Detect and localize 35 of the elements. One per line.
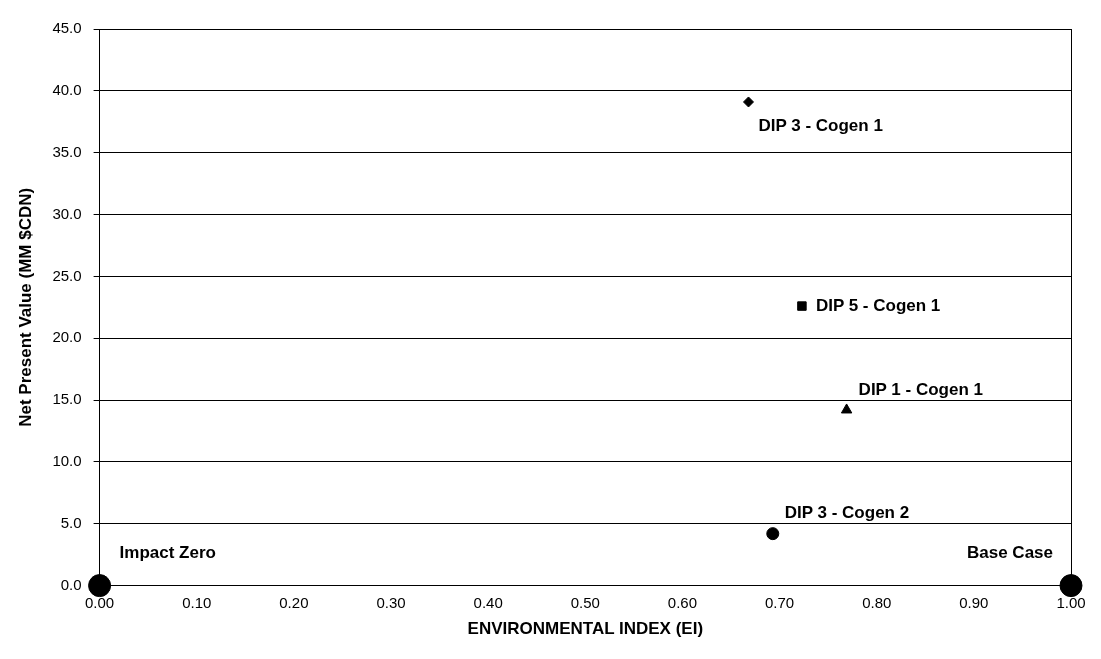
x-tick-label: 0.30 (376, 593, 406, 611)
x-tick-label: 1.00 (1056, 593, 1086, 611)
y-tick-label: 30.0 (52, 204, 82, 222)
series-label: DIP 1 - Cogen 1 (858, 379, 983, 399)
y-tick-label: 0.0 (60, 575, 82, 593)
x-tick-label: 0.50 (570, 593, 600, 611)
y-tick-label: 45.0 (52, 19, 82, 37)
y-tick-label: 40.0 (52, 80, 82, 98)
point (797, 301, 807, 311)
series-label: DIP 5 - Cogen 1 (815, 295, 941, 315)
y-axis-title: Net Present Value (MM $CDN) (15, 187, 35, 427)
point (1059, 574, 1083, 598)
y-tick-label: 10.0 (52, 452, 82, 470)
point (840, 403, 853, 414)
y-tick-label: 25.0 (52, 266, 82, 284)
series-label: DIP 3 - Cogen 2 (784, 503, 910, 523)
y-tick-label: 35.0 (52, 142, 82, 160)
y-tick-label: 5.0 (60, 513, 82, 531)
y-tick-label: 15.0 (52, 390, 82, 408)
x-tick-label: 0.00 (84, 593, 115, 611)
point (88, 574, 112, 598)
x-tick-label: 0.10 (182, 593, 212, 611)
x-tick-label: 0.40 (473, 593, 503, 611)
y-tick-label: 20.0 (52, 328, 82, 346)
x-tick-label: 0.70 (764, 593, 795, 611)
series-label: Base Case (966, 543, 1053, 563)
x-tick-label: 0.90 (959, 593, 989, 611)
x-tick-label: 0.80 (862, 593, 892, 611)
point (766, 527, 780, 541)
x-tick-label: 0.60 (667, 593, 698, 611)
point (742, 96, 754, 108)
x-tick-label: 0.20 (279, 593, 309, 611)
series-label: Impact Zero (119, 543, 216, 563)
series-label: DIP 3 - Cogen 1 (758, 115, 883, 135)
x-axis-title: ENVIRONMENTAL INDEX (EI) (467, 619, 704, 639)
